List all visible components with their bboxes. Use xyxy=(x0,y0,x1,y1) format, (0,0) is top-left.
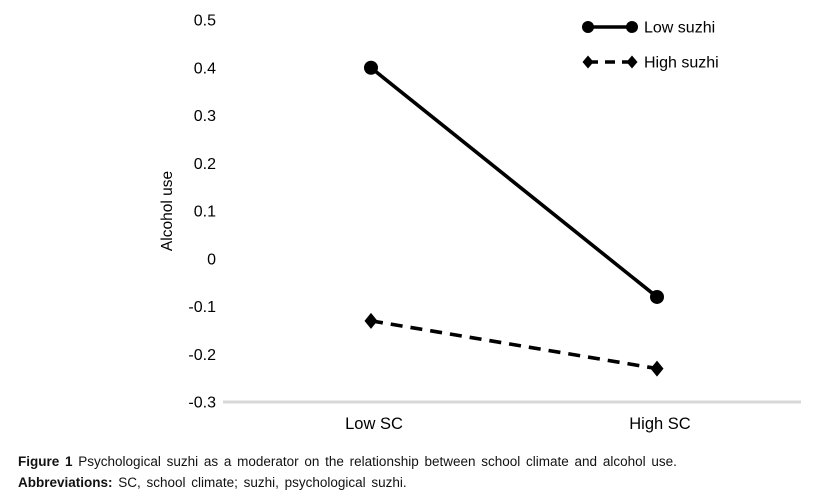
abbreviations-label: Abbreviations: xyxy=(18,475,113,490)
x-category-label-low-sc: Low SC xyxy=(345,415,403,433)
y-tick-label: -0.3 xyxy=(188,395,216,412)
abbreviations-text: SC, school climate; suzhi, psychological… xyxy=(118,475,407,490)
y-tick-label: -0.2 xyxy=(188,347,216,364)
data-point-low-suzhi-low-sc xyxy=(364,60,378,75)
caption-line: Figure 1 Psychological suzhi as a modera… xyxy=(18,451,718,472)
data-point-high-suzhi-low-sc xyxy=(364,312,378,329)
series-line-low-suzhi xyxy=(369,66,659,299)
figure-caption: Figure 1 Psychological suzhi as a modera… xyxy=(18,451,718,493)
y-tick-label: 0.3 xyxy=(194,108,216,125)
y-tick-label: 0.2 xyxy=(194,156,216,173)
series-line-high-suzhi xyxy=(370,319,658,371)
y-tick-label: 0.1 xyxy=(194,204,216,221)
legend-marker-low-suzhi xyxy=(582,21,594,33)
legend-label-high-suzhi: High suzhi xyxy=(644,55,719,72)
abbreviations-line: Abbreviations: SC, school climate; suzhi… xyxy=(18,472,718,493)
y-tick-label: 0 xyxy=(207,251,216,268)
legend-item-high-suzhi: High suzhi xyxy=(588,55,719,72)
legend-item-low-suzhi: Low suzhi xyxy=(588,20,715,37)
data-point-high-suzhi-high-sc xyxy=(650,360,664,377)
data-point-low-suzhi-high-sc xyxy=(650,289,664,304)
legend-label-low-suzhi: Low suzhi xyxy=(644,20,715,37)
legend-marker-low-suzhi xyxy=(626,21,638,33)
y-axis-title: Alcohol use xyxy=(159,171,176,251)
caption-text: Psychological suzhi as a moderator on th… xyxy=(78,454,677,469)
x-category-label-high-sc: High SC xyxy=(629,415,691,433)
figure-label: Figure 1 xyxy=(18,454,73,469)
legend-marker-high-suzhi xyxy=(626,55,638,69)
y-tick-label: 0.5 xyxy=(194,13,216,30)
y-tick-label: 0.4 xyxy=(194,60,216,77)
legend-marker-high-suzhi xyxy=(582,55,594,69)
line-chart: 0.5 0.4 0.3 0.2 0.1 0 -0.1 -0.2 -0.3 Alcohol use L… xyxy=(159,13,801,433)
y-tick-label: -0.1 xyxy=(188,299,216,316)
